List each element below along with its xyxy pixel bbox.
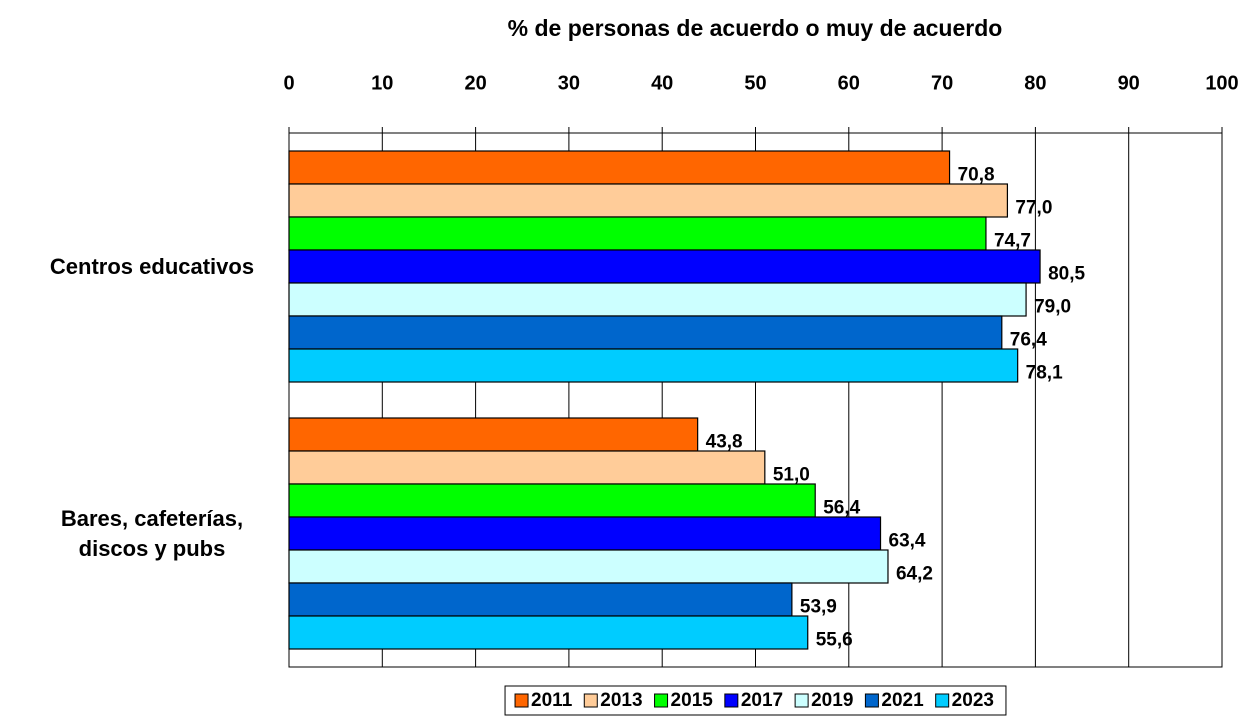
value-label: 79,0: [1034, 297, 1071, 318]
bar: [288, 282, 1027, 317]
bar: [288, 615, 809, 650]
value-label: 76,4: [1010, 330, 1047, 351]
category-label: Bares, cafeterías, discos y pubs: [60, 505, 244, 561]
value-label: 70,8: [958, 165, 995, 186]
bar: [288, 348, 1019, 383]
x-tick-label: 40: [651, 72, 673, 94]
legend-swatch: [724, 693, 739, 708]
legend-label: 2013: [600, 690, 642, 711]
value-label: 43,8: [706, 432, 743, 453]
legend-swatch: [864, 693, 879, 708]
x-tick-label: 60: [838, 72, 860, 94]
value-label: 64,2: [896, 564, 933, 585]
legend-swatch: [514, 693, 529, 708]
bar: [288, 582, 793, 617]
legend: 2011 2013 2015 2017 2019 2021 2023: [504, 685, 1007, 716]
x-tick-label: 100: [1205, 72, 1238, 94]
legend-label: 2023: [952, 690, 994, 711]
legend-swatch: [583, 693, 598, 708]
x-tick-label: 90: [1118, 72, 1140, 94]
value-label: 56,4: [823, 498, 860, 519]
x-tick-label: 30: [558, 72, 580, 94]
legend-swatch: [935, 693, 950, 708]
bar: [288, 483, 816, 518]
value-label: 74,7: [994, 231, 1031, 252]
value-label: 77,0: [1015, 198, 1052, 219]
bar: [288, 183, 1009, 218]
bar: [288, 549, 889, 584]
legend-label: 2015: [671, 690, 714, 711]
legend-label: 2017: [741, 690, 783, 711]
bar: [288, 315, 1003, 350]
bar: [288, 417, 699, 452]
axis-title: % de personas de acuerdo o muy de acuerd…: [508, 15, 1003, 41]
x-tick-label: 10: [371, 72, 393, 94]
category-label: Centros educativos: [49, 253, 255, 279]
bar: [288, 249, 1041, 284]
x-tick-label: 50: [744, 72, 766, 94]
x-tick-label: 80: [1024, 72, 1046, 94]
legend-label: 2021: [881, 690, 924, 711]
legend-label: 2011: [531, 690, 573, 711]
x-tick-label: 20: [464, 72, 486, 94]
value-label: 63,4: [889, 531, 926, 552]
legend-swatch: [654, 693, 669, 708]
value-label: 78,1: [1026, 363, 1063, 384]
value-label: 53,9: [800, 597, 837, 618]
value-label: 55,6: [816, 630, 853, 651]
bar: [288, 216, 987, 251]
bar: [288, 450, 766, 485]
value-label: 80,5: [1048, 264, 1085, 285]
bar: [288, 150, 951, 185]
legend-label: 2019: [811, 690, 853, 711]
value-label: 51,0: [773, 465, 810, 486]
bar: [288, 516, 882, 551]
x-tick-label: 70: [931, 72, 953, 94]
legend-swatch: [794, 693, 809, 708]
x-tick-label: 0: [283, 72, 294, 94]
